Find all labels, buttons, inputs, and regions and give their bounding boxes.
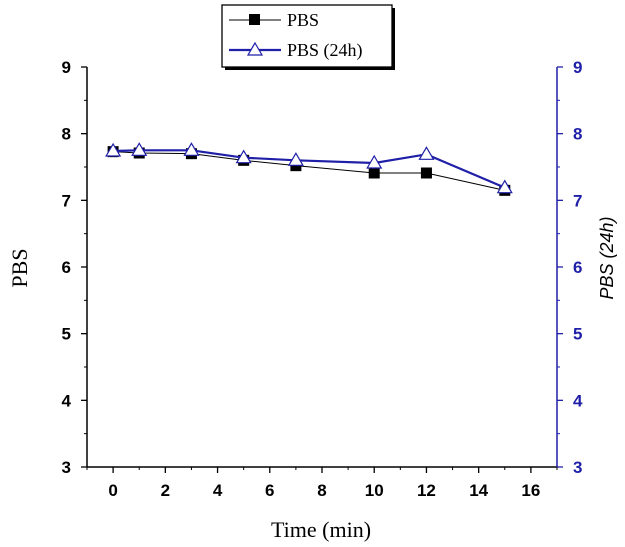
x-tick-label: 10: [365, 481, 384, 500]
y-right-tick-label: 8: [573, 125, 582, 144]
x-tick-label: 16: [521, 481, 540, 500]
data-point-square: [368, 167, 380, 179]
axes: 3 3 4 4 5 5 6 6 7 7 8 8 9 9 0 2 4 6 8 10 12 14 16: [62, 58, 583, 500]
y-left-tick-label: 7: [62, 191, 71, 210]
legend-box-shadow-bottom: [225, 67, 395, 70]
series-line: [113, 149, 506, 189]
y-left-tick-label: 4: [62, 391, 72, 410]
y-right-tick-label: 9: [573, 58, 582, 77]
legend-marker-pbs: [249, 14, 260, 25]
series-layer: [105, 142, 513, 196]
x-tick-label: 6: [265, 481, 274, 500]
y-axis-left-title: PBS: [7, 248, 32, 287]
y-left-tick-label: 5: [62, 325, 71, 344]
data-point-triangle: [418, 146, 435, 160]
x-tick-label: 12: [417, 481, 436, 500]
y-left-tick-label: 3: [62, 458, 71, 477]
data-point-triangle: [366, 154, 383, 169]
data-point-triangle: [183, 142, 200, 156]
data-point-square: [420, 167, 432, 179]
x-axis-title: Time (min): [271, 517, 371, 542]
y-left-tick-label: 8: [62, 125, 71, 144]
y-left-tick-label: 6: [62, 258, 71, 277]
x-tick-label: 2: [161, 481, 170, 500]
legend-marker-pbs24h: [246, 41, 264, 56]
series-line: [113, 151, 505, 191]
y-right-tick-label: 6: [573, 258, 582, 277]
y-left-tick-label: 9: [62, 58, 71, 77]
data-point-triangle: [287, 152, 304, 166]
legend-label-pbs: PBS: [287, 10, 319, 30]
legend-box-shadow-right: [392, 8, 395, 70]
y-right-tick-label: 7: [573, 191, 582, 210]
y-right-tick-label: 3: [573, 458, 582, 477]
data-point-triangle: [496, 179, 513, 194]
data-point-triangle: [105, 142, 122, 157]
legend-label-pbs24h: PBS (24h): [287, 40, 363, 61]
y-axis-right-title: PBS (24h): [597, 216, 617, 299]
data-point-triangle: [235, 149, 252, 164]
x-tick-label: 4: [213, 481, 223, 500]
x-tick-label: 0: [108, 481, 117, 500]
series-pbs: [107, 146, 511, 196]
series-pbs-24h: [105, 142, 513, 194]
y-right-tick-label: 5: [573, 325, 582, 344]
x-tick-label: 14: [469, 481, 488, 500]
y-right-tick-label: 4: [573, 391, 583, 410]
data-point-triangle: [131, 142, 148, 156]
x-tick-label: 8: [317, 481, 326, 500]
legend: PBS PBS (24h): [221, 4, 395, 70]
